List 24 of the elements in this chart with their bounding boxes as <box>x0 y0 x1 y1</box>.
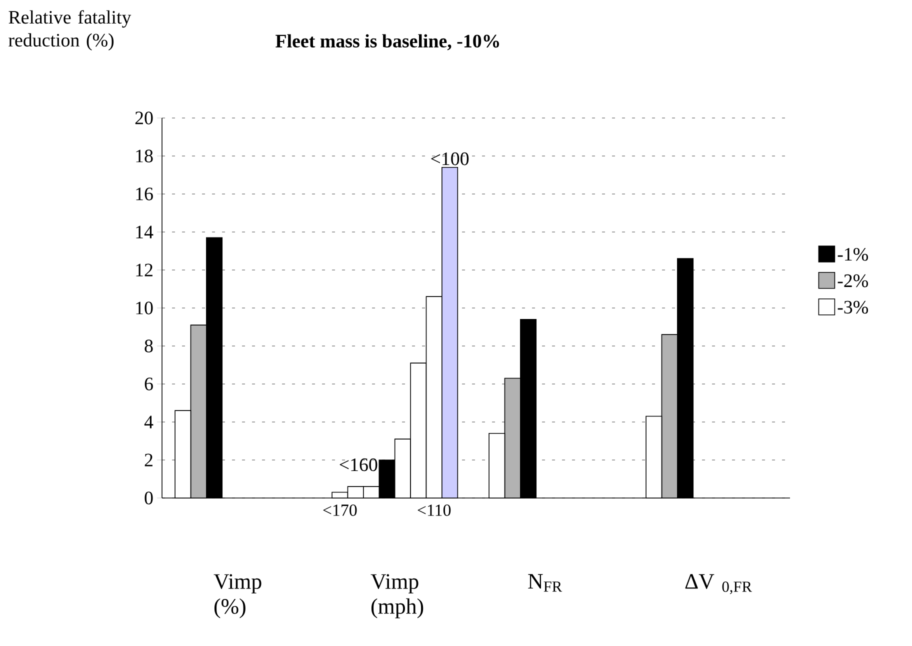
y-tick-label: 18 <box>136 150 153 162</box>
text: Vimp (mph) <box>370 574 424 618</box>
y-axis-title: Relative fatality reduction (%) <box>8 10 132 50</box>
text: ΔV $_{0,FR}$ <box>685 574 752 594</box>
y-tick-label: 20 <box>135 112 153 124</box>
x-tick-label: <110 <box>418 504 451 516</box>
annotation: <160 <box>340 458 378 472</box>
y-tick-label: 16 <box>136 188 153 200</box>
chart-title: Fleet mass is baseline, -10% <box>276 34 499 50</box>
y-tick-label: 0 <box>144 492 153 504</box>
annotation: <100 <box>431 152 469 166</box>
y-tick-label: 4 <box>144 416 154 428</box>
text: Vimp (%) <box>214 574 262 618</box>
y-tick-label: 12 <box>136 264 152 276</box>
legend-label: -2% <box>838 274 868 288</box>
y-tick-label: 8 <box>144 340 153 352</box>
text: N$_{FR}$ <box>528 574 562 592</box>
legend-label: -1% <box>838 248 868 261</box>
x-tick-label: <170 <box>323 504 357 516</box>
legend-label: -3% <box>838 300 868 314</box>
y-tick-label: 14 <box>136 226 154 238</box>
y-tick-label: 10 <box>136 302 153 314</box>
y-tick-label: 2 <box>144 454 152 466</box>
y-tick-label: 6 <box>144 378 153 390</box>
